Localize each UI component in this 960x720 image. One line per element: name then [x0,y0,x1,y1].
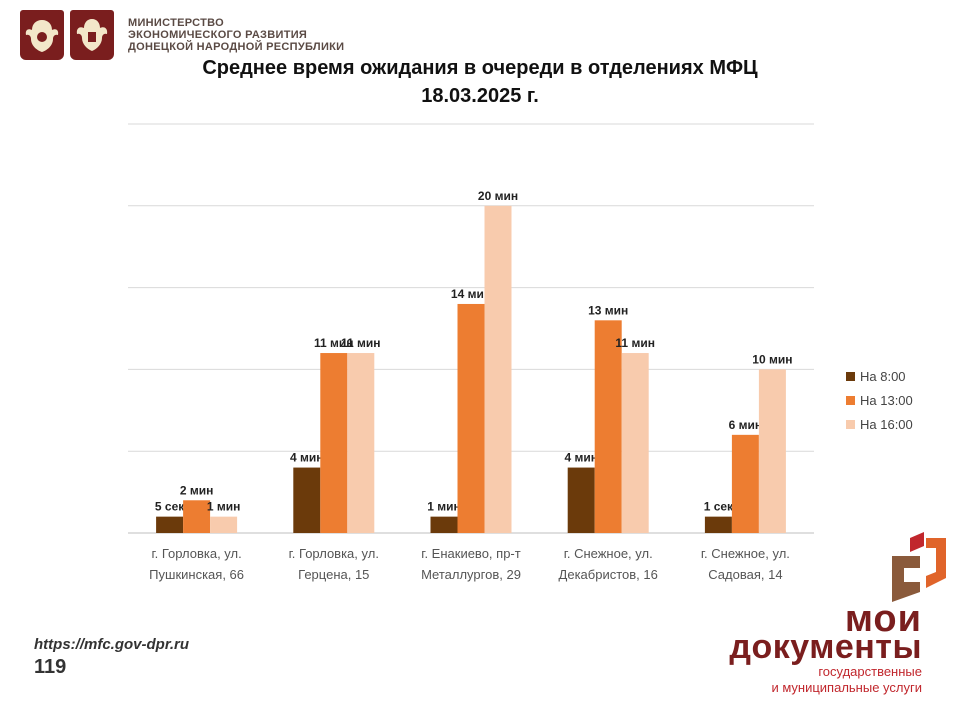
x-tick-label: Металлургов, 29 [421,567,521,582]
bar [621,353,649,533]
chart-title-line-1: Среднее время ожидания в очереди в отдел… [202,57,758,79]
brand-text-moi: мои [844,598,922,640]
legend-swatch-16 [846,419,855,429]
data-label: 4 мин [290,451,324,465]
legend-label-16: На 16:00 [860,416,913,432]
bar [320,353,348,533]
legend-swatch-13 [846,395,855,405]
bar [210,516,238,533]
data-label: 6 мин [729,418,763,432]
russia-emblem-icon [20,10,64,60]
data-label: 2 мин [180,483,214,497]
data-label: 4 мин [564,451,598,465]
x-tick-label: г. Горловка, ул. [289,546,379,561]
data-label: 1 сек [704,500,734,514]
legend-item-13: На 13:00 [846,388,913,412]
data-label: 5 сек [155,500,185,514]
bar [567,467,595,533]
bar [484,205,512,534]
data-label: 10 мин [752,352,792,366]
chart-title: Среднее время ожидания в очереди в отдел… [0,54,960,110]
legend-item-8: На 8:00 [846,364,913,388]
chart-title-line-2: 18.03.2025 г. [421,85,539,107]
bar [183,500,211,533]
brand-text-services-2: и муниципальные услуги [771,680,922,695]
ministry-line-1: МИНИСТЕРСТВО [128,17,224,29]
ministry-name: МИНИСТЕРСТВО ЭКОНОМИЧЕСКОГО РАЗВИТИЯ ДОН… [128,17,344,53]
data-label: 11 мин [341,336,381,350]
dpr-emblem-icon [70,10,114,60]
x-tick-label: Садовая, 14 [708,567,782,582]
x-tick-label: г. Енакиево, пр-т [421,546,520,561]
bar [293,467,321,533]
x-tick-label: г. Снежное, ул. [701,546,790,561]
bar [156,516,184,533]
website-url: https://mfc.gov-dpr.ru [34,636,189,653]
x-tick-label: Пушкинская, 66 [149,567,244,582]
ministry-line-3: ДОНЕЦКОЙ НАРОДНОЙ РЕСПУБЛИКИ [128,41,345,53]
data-label: 20 мин [478,189,518,203]
x-tick-label: г. Снежное, ул. [564,546,653,561]
ministry-header: МИНИСТЕРСТВО ЭКОНОМИЧЕСКОГО РАЗВИТИЯ ДОН… [20,10,344,60]
data-label: 13 мин [588,303,628,317]
ministry-line-2: ЭКОНОМИЧЕСКОГО РАЗВИТИЯ [128,29,308,41]
moi-dokumenty-brand: мои документы государственные и муниципа… [720,532,946,702]
bar [704,516,732,533]
bar [430,516,458,533]
legend-label-8: На 8:00 [860,368,906,384]
data-label: 14 мин [451,287,491,301]
x-tick-label: Декабристов, 16 [559,567,658,582]
bar [347,353,375,533]
brand-text-services-1: государственные [818,664,922,679]
chart-legend: На 8:00 На 13:00 На 16:00 [846,364,913,436]
data-label: 11 мин [314,336,354,350]
data-label: 1 мин [427,500,461,514]
legend-swatch-8 [846,371,855,381]
x-tick-label: Герцена, 15 [298,567,369,582]
legend-item-16: На 16:00 [846,412,913,436]
bar [758,369,786,533]
moi-dokumenty-logo-icon [892,532,946,602]
brand-text-dokumenty: документы [729,628,922,666]
bar [457,303,485,533]
bar [731,434,759,533]
x-tick-label: г. Горловка, ул. [151,546,241,561]
bar [594,320,622,533]
page-number: 119 [34,656,67,678]
data-label: 11 мин [615,336,655,350]
data-label: 1 мин [207,500,241,514]
legend-label-13: На 13:00 [860,392,913,408]
